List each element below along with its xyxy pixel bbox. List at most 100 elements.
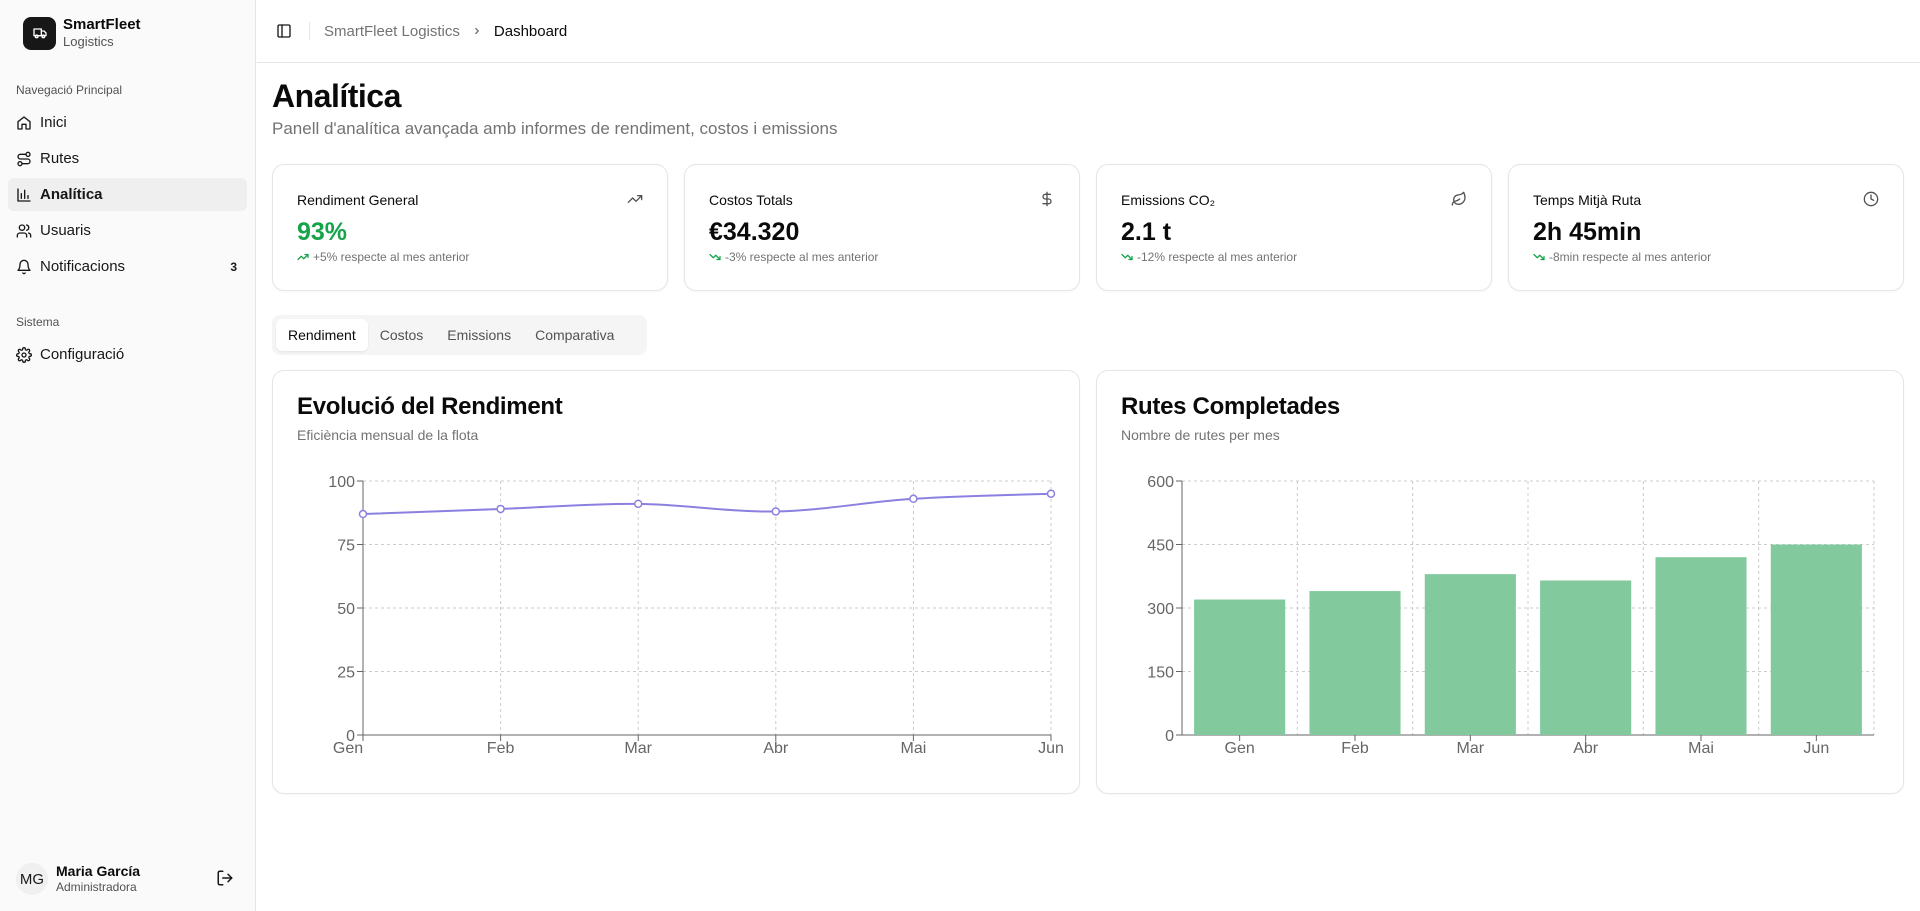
line-chart: 0 25 50 75 100 Gen Feb Mar Abr Mai Jun <box>328 474 1064 757</box>
chevron-right-icon <box>472 26 482 36</box>
y-tick-label: 600 <box>1147 474 1174 491</box>
x-tick-label: Abr <box>1573 740 1599 757</box>
data-point <box>1046 489 1056 498</box>
data-point <box>909 494 918 504</box>
stat-label: Temps Mitjà Ruta <box>1533 192 1642 208</box>
y-tick-label: 100 <box>328 474 355 491</box>
stat-label: Rendiment General <box>297 192 419 208</box>
x-tick-label: Mai <box>1688 740 1714 757</box>
sidebar-item-label: Rutes <box>40 150 80 167</box>
header-divider <box>309 22 310 40</box>
sidebar-item-rutes[interactable]: Rutes <box>8 142 247 175</box>
stat-label: Costos Totals <box>709 192 793 208</box>
stat-change-text: -3% respecte al mes anterior <box>725 250 879 264</box>
tab-rendiment[interactable]: Rendiment <box>276 319 368 351</box>
x-tick-label: Feb <box>1341 740 1369 757</box>
stat-value: 93% <box>297 218 348 246</box>
sidebar: SmartFleet Logistics Navegació Principal… <box>0 0 256 911</box>
data-point <box>358 509 368 519</box>
route-icon <box>16 151 32 167</box>
home-icon <box>16 115 32 131</box>
sidebar-item-label: Configuració <box>40 346 125 363</box>
stat-label: Emissions CO₂ <box>1121 192 1216 208</box>
sidebar-item-notificacions[interactable]: Notificacions 3 <box>8 250 247 283</box>
page-subtitle: Panell d'analítica avançada amb informes… <box>272 119 838 138</box>
sidebar-item-configuracio[interactable]: Configuració <box>8 338 247 371</box>
user-profile[interactable]: MG Maria García Administradora <box>16 860 236 898</box>
x-tick-label: Feb <box>487 740 515 757</box>
sidebar-item-label: Inici <box>40 114 67 131</box>
page-title: Analítica <box>272 78 401 114</box>
chart-subtitle: Eficiència mensual de la flota <box>297 427 479 443</box>
x-tick-label: Jun <box>1803 740 1829 757</box>
sidebar-item-label: Analítica <box>40 186 103 203</box>
sidebar-item-usuaris[interactable]: Usuaris <box>8 214 247 247</box>
brand[interactable]: SmartFleet Logistics <box>23 16 141 50</box>
stat-change-text: -8min respecte al mes anterior <box>1549 250 1712 264</box>
data-point <box>496 504 505 514</box>
stat-card-costos: Costos Totals €34.320 -3% respecte al me… <box>684 164 1080 291</box>
analytics-tabs: Rendiment Costos Emissions Comparativa <box>272 315 647 355</box>
stat-value: 2h 45min <box>1533 218 1642 246</box>
dollar-icon <box>1039 191 1055 207</box>
x-tick-label: Gen <box>333 740 363 757</box>
stat-card-temps: Temps Mitjà Ruta 2h 45min -8min respecte… <box>1508 164 1904 291</box>
top-header: SmartFleet Logistics Dashboard <box>257 0 1920 63</box>
bar <box>1424 574 1516 735</box>
brand-subtitle: Logistics <box>63 34 114 49</box>
bar <box>1770 544 1862 735</box>
stat-change: -8min respecte al mes anterior <box>1533 250 1711 264</box>
y-tick-label: 0 <box>346 728 355 745</box>
tab-emissions[interactable]: Emissions <box>447 327 512 343</box>
bar <box>1655 557 1747 735</box>
chart-subtitle: Nombre de rutes per mes <box>1121 427 1280 443</box>
bar <box>1194 599 1286 735</box>
trending-down-icon <box>709 253 721 261</box>
y-tick-label: 0 <box>1165 728 1174 745</box>
breadcrumb-root[interactable]: SmartFleet Logistics <box>324 22 460 40</box>
user-name: Maria García <box>56 863 141 879</box>
tab-comparativa[interactable]: Comparativa <box>535 327 615 343</box>
y-tick-label: 25 <box>337 665 355 682</box>
avatar: MG <box>16 863 48 895</box>
stat-change: -3% respecte al mes anterior <box>709 250 878 264</box>
x-tick-label: Mar <box>624 740 652 757</box>
gear-icon <box>16 346 32 363</box>
clock-icon <box>1863 191 1879 207</box>
user-role: Administradora <box>56 880 137 894</box>
stat-change: -12% respecte al mes anterior <box>1121 250 1297 264</box>
leaf-icon <box>1451 191 1467 207</box>
sidebar-item-analitica[interactable]: Analítica <box>8 178 247 211</box>
y-tick-label: 150 <box>1147 665 1174 682</box>
data-point <box>633 499 643 509</box>
stat-change-text: +5% respecte al mes anterior <box>313 250 470 264</box>
stat-value: 2.1 t <box>1121 218 1172 246</box>
tab-costos[interactable]: Costos <box>379 327 424 343</box>
sidebar-item-inici[interactable]: Inici <box>8 106 247 139</box>
brand-name: SmartFleet <box>63 16 141 33</box>
bar-chart-icon <box>16 187 32 203</box>
chart-card-rendiment: Evolució del Rendiment Eficiència mensua… <box>272 370 1080 794</box>
y-tick-label: 300 <box>1147 601 1174 618</box>
x-tick-label: Mai <box>901 740 927 757</box>
x-tick-label: Jun <box>1038 740 1064 757</box>
x-tick-label: Gen <box>1225 740 1255 757</box>
trending-down-icon <box>1121 253 1133 261</box>
series-line <box>362 492 1052 516</box>
trending-up-icon <box>297 253 309 261</box>
users-icon <box>16 223 32 239</box>
x-tick-label: Mar <box>1457 740 1485 757</box>
notification-count-badge: 3 <box>230 259 237 274</box>
nav-group-label: Sistema <box>16 315 60 329</box>
breadcrumb-current: Dashboard <box>493 22 568 40</box>
trending-down-icon <box>1533 253 1545 261</box>
stat-value: €34.320 <box>709 218 800 246</box>
sidebar-toggle-icon[interactable] <box>273 20 295 42</box>
y-tick-label: 75 <box>337 538 355 555</box>
chart-title: Evolució del Rendiment <box>297 393 563 420</box>
nav-group-label: Navegació Principal <box>16 83 123 97</box>
logout-icon[interactable] <box>216 869 236 889</box>
bar <box>1309 591 1401 735</box>
chart-card-rutes: Rutes Completades Nombre de rutes per me… <box>1096 370 1904 794</box>
truck-icon <box>23 16 56 50</box>
